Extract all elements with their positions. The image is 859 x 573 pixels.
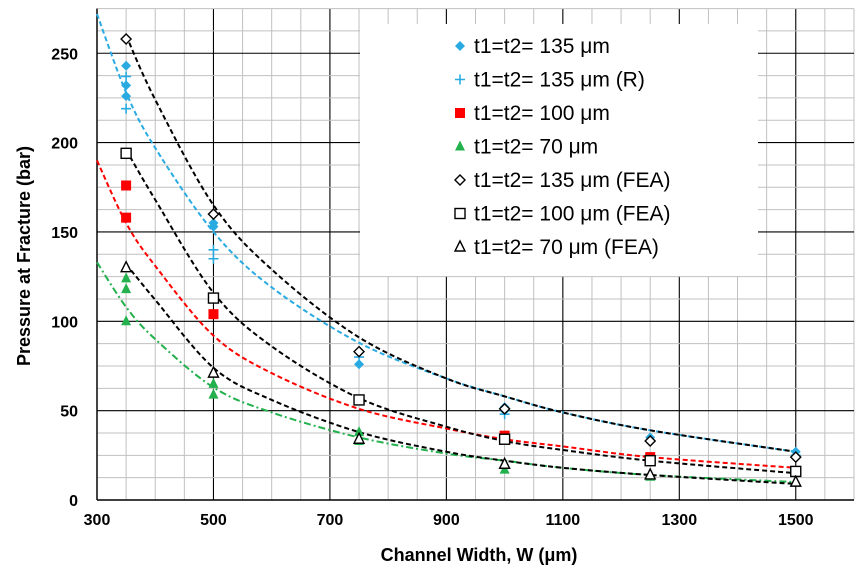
- y-tick-label: 250: [51, 46, 78, 63]
- data-point: [207, 292, 220, 304]
- data-point: [119, 260, 133, 273]
- y-axis-title: Pressure at Fracture (bar): [14, 146, 34, 366]
- x-tick-label: 300: [84, 512, 111, 529]
- data-point: [208, 388, 219, 399]
- data-point: [208, 253, 219, 264]
- trendline: [125, 149, 796, 475]
- data-point: [498, 402, 511, 415]
- data-point: [121, 272, 132, 283]
- x-tick-labels: 300 500 700 900 1100 1300 1500: [84, 512, 814, 529]
- data-point: [121, 180, 132, 191]
- legend-marker: [455, 108, 465, 118]
- legend-label: t1=t2= 135 μm: [474, 35, 610, 58]
- data-point: [354, 359, 365, 370]
- trendline: [125, 34, 796, 453]
- y-tick-label: 200: [51, 136, 78, 153]
- legend-label: t1=t2= 135 μm (R): [474, 69, 645, 92]
- data-point: [121, 103, 132, 114]
- data-point: [120, 32, 133, 45]
- data-point: [121, 315, 132, 326]
- data-point: [121, 212, 132, 223]
- data-point: [353, 345, 366, 358]
- legend-label: t1=t2= 70 μm (FEA): [474, 236, 659, 259]
- trendline: [96, 160, 796, 469]
- x-tick-label: 1100: [545, 512, 580, 529]
- data-points: [119, 32, 802, 487]
- x-tick-label: 700: [317, 512, 344, 529]
- data-point: [121, 71, 132, 82]
- data-point: [208, 218, 219, 229]
- data-point: [644, 467, 657, 480]
- data-point: [498, 456, 511, 469]
- y-tick-label: 100: [51, 314, 78, 331]
- data-point: [208, 377, 219, 388]
- trendlines: [96, 13, 796, 485]
- legend-label: t1=t2= 135 μm (FEA): [474, 169, 671, 192]
- y-tick-label: 150: [51, 225, 78, 242]
- data-point: [789, 451, 802, 464]
- legend-marker: [454, 174, 466, 186]
- legend-marker: [455, 41, 465, 51]
- legend-marker: [455, 140, 465, 151]
- data-point: [644, 435, 657, 448]
- data-point: [120, 147, 132, 160]
- data-point: [121, 91, 132, 102]
- data-point: [644, 454, 656, 467]
- data-point: [498, 433, 511, 445]
- data-point: [208, 244, 219, 255]
- trendline: [96, 261, 796, 484]
- data-point: [207, 208, 220, 221]
- legend-marker: [454, 207, 466, 220]
- x-tick-label: 1500: [778, 512, 814, 529]
- legend-label: t1=t2= 70 μm: [474, 136, 598, 159]
- x-tick-label: 500: [200, 512, 227, 529]
- data-point: [121, 60, 132, 71]
- x-tick-label: 1300: [662, 512, 698, 529]
- legend: t1=t2= 135 μm t1=t2= 135 μm (R) t1=t2= 100…: [453, 35, 671, 259]
- legend-label: t1=t2= 100 μm: [474, 102, 610, 125]
- legend-marker: [453, 239, 467, 252]
- data-point: [121, 283, 132, 294]
- data-point: [353, 394, 365, 406]
- data-point: [789, 474, 802, 487]
- legend-marker: [455, 74, 465, 85]
- data-point: [354, 426, 365, 437]
- data-point: [207, 365, 220, 378]
- x-axis-title: Channel Width, W (μm): [381, 545, 578, 565]
- y-tick-labels: 0 50 100 150 200 250: [51, 46, 78, 510]
- data-point: [208, 309, 219, 320]
- data-point: [121, 80, 132, 91]
- x-tick-label: 900: [433, 512, 460, 529]
- y-tick-label: 0: [69, 493, 78, 510]
- legend-box: [360, 24, 758, 276]
- legend-label: t1=t2= 100 μm (FEA): [474, 203, 671, 226]
- data-point: [352, 431, 366, 444]
- y-tick-label: 50: [60, 404, 78, 421]
